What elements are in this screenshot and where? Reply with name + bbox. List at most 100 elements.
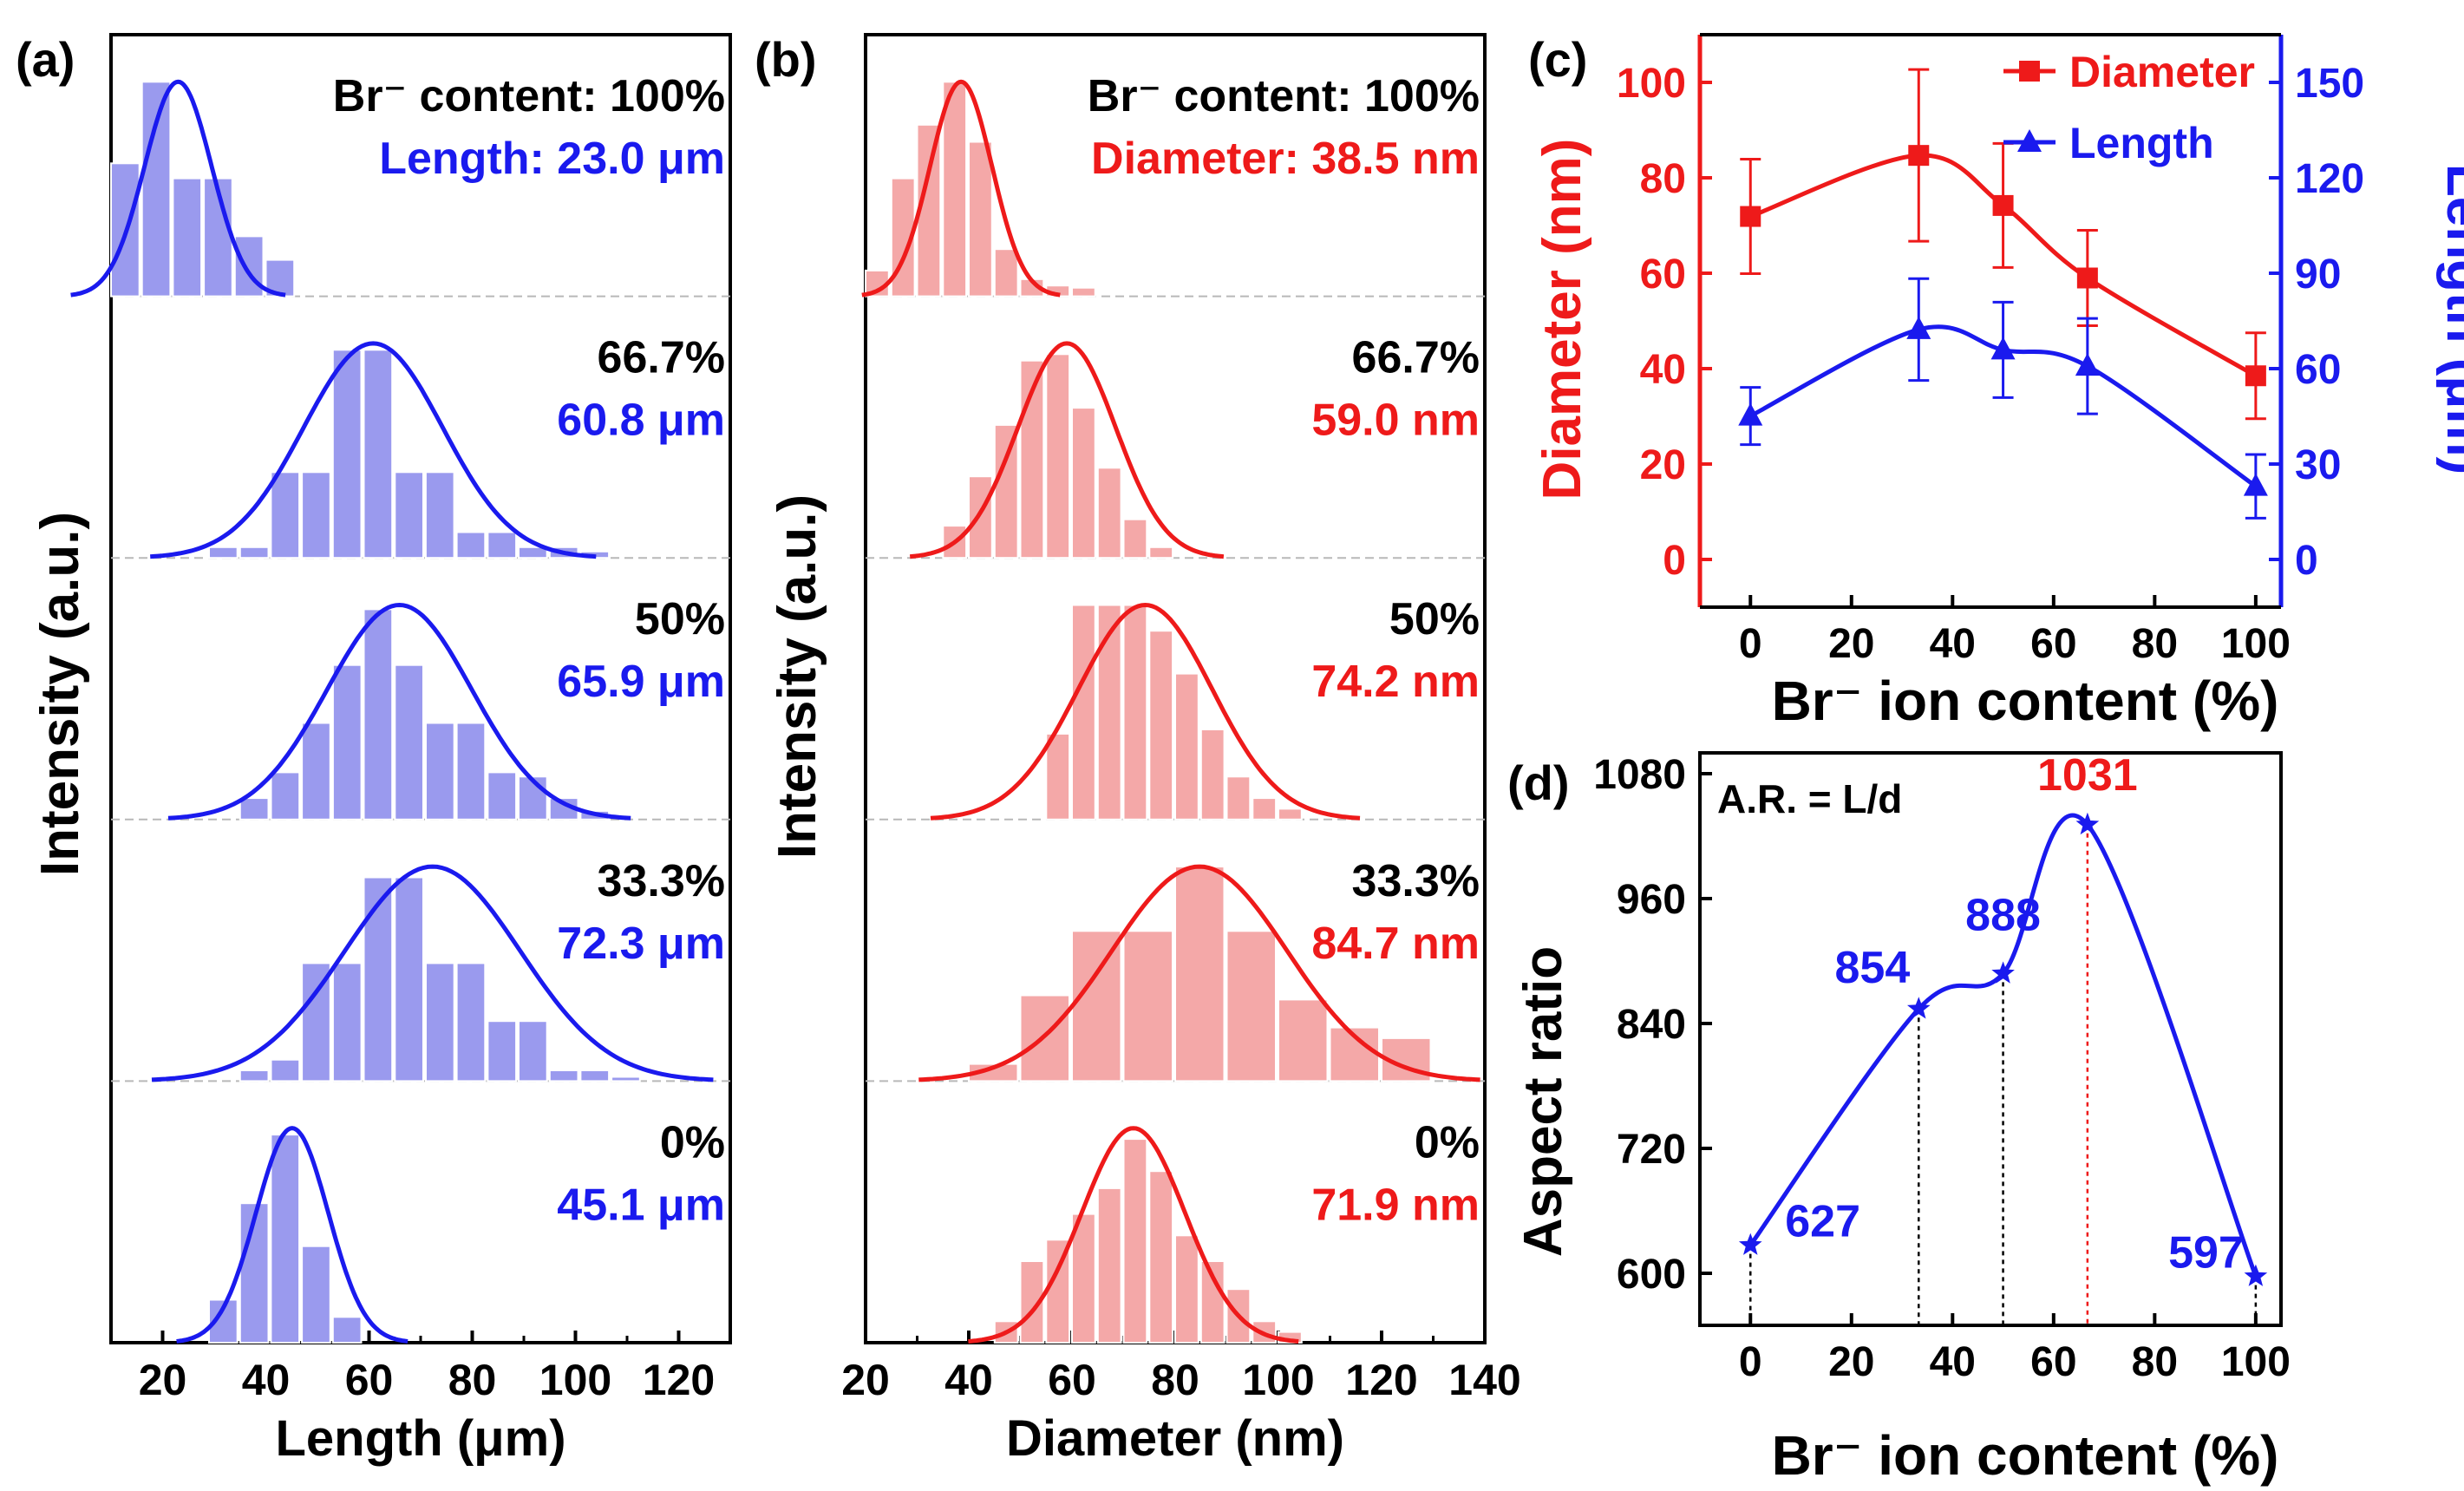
- panel-a-content-label: 66.7%: [598, 333, 725, 383]
- panel-a-histogram-bar: [270, 1134, 301, 1344]
- panel-a-histogram-bar: [331, 349, 363, 559]
- panel-a-histogram-bar: [239, 1069, 270, 1082]
- panel-d-point-label: 627: [1785, 1197, 1860, 1247]
- panel-b-value-label: 71.9 nm: [1311, 1180, 1480, 1230]
- panel-b-x-tick-label: 100: [1242, 1356, 1314, 1404]
- panel-d-annotation: A.R. = L/d: [1717, 776, 1902, 821]
- panel-a-x-tick-label: 100: [539, 1356, 611, 1404]
- panel-a-histogram-bar: [363, 608, 394, 821]
- panel-d-x-tick-label: 0: [1739, 1339, 1762, 1385]
- panel-b-content-label: 0%: [1415, 1117, 1480, 1167]
- panel-a-histogram-bar: [331, 1316, 363, 1344]
- panel-d-star-marker: [2075, 812, 2100, 835]
- panel-a-histogram-bar: [455, 531, 487, 559]
- panel-a-x-tick-label: 20: [139, 1356, 187, 1404]
- panel-a-histogram-bar: [301, 1245, 331, 1344]
- panel-d-point-label: 1031: [2037, 750, 2138, 801]
- panel-b-content-label: 33.3%: [1352, 856, 1480, 906]
- panel-d-x-tick-label: 40: [1930, 1339, 1976, 1385]
- panel-c-diameter-marker: [1740, 206, 1761, 227]
- panel-b-histogram-bar: [1199, 728, 1225, 821]
- panel-b-histogram-bar: [1045, 732, 1071, 821]
- panel-b-histogram-bar: [1174, 672, 1199, 821]
- panel-label-c: (c): [1528, 32, 1587, 87]
- panel-a-content-label: Br⁻ content: 100%: [333, 71, 725, 121]
- panel-c-diameter-marker: [2076, 267, 2098, 289]
- panel-a-histogram-bar: [331, 664, 363, 821]
- panel-c-legend-marker: [2017, 129, 2042, 152]
- panel-c-xlabel: Br⁻ ion content (%): [1772, 670, 2279, 732]
- panel-b-histogram-bar: [942, 81, 968, 298]
- panel-a-x-tick-label: 120: [643, 1356, 715, 1404]
- panel-b-value-label: 84.7 nm: [1311, 919, 1480, 969]
- panel-a-content-label: 50%: [635, 594, 725, 644]
- panel-a-ylabel: Intensity (a.u.): [30, 512, 90, 876]
- panel-c-dual-axis-plot: Diameter (nm) Length (μm) Br⁻ ion conten…: [1533, 33, 2464, 732]
- panel-b-histogram-bar: [1045, 353, 1071, 559]
- panel-a-value-label: 60.8 μm: [557, 396, 725, 446]
- panel-b-histogram-bar: [1148, 546, 1174, 559]
- panel-c-left-tick-label: 0: [1663, 538, 1686, 584]
- panel-b-histogram-bar: [1071, 930, 1122, 1082]
- panel-b-x-tick-label: 140: [1448, 1356, 1520, 1404]
- panel-c-x-tick-label: 20: [1828, 621, 1874, 667]
- panel-b-x-tick-label: 40: [944, 1356, 993, 1404]
- panel-d-y-tick-label: 600: [1617, 1252, 1686, 1298]
- panel-b-histogram-bar: [1225, 775, 1252, 821]
- panel-c-diameter-marker: [2245, 365, 2266, 387]
- panel-a-xlabel: Length (μm): [275, 1410, 565, 1467]
- panel-c-diameter-marker: [1908, 145, 1930, 167]
- panel-c-diameter-marker: [1992, 194, 2014, 216]
- panel-b-histogram-bar: [1174, 866, 1225, 1082]
- panel-a-content-label: 33.3%: [598, 856, 725, 906]
- panel-a-histograms: Intensity (a.u.) Length (μm) 20 40 60 80 100…: [30, 33, 732, 1467]
- panel-c-length-marker: [1906, 316, 1931, 339]
- panel-d-star-marker: [2244, 1264, 2268, 1286]
- panel-b-histogram-bar: [1071, 286, 1096, 298]
- panel-c-legend-marker: [2019, 61, 2040, 82]
- panel-a-histogram-bar: [172, 177, 203, 298]
- panel-a-histogram-bar: [301, 471, 331, 559]
- panel-c-left-tick-label: 80: [1640, 156, 1686, 202]
- panel-c-length-marker: [2243, 473, 2268, 496]
- panel-a-gaussian-fit-curve: [167, 602, 631, 821]
- panel-b-value-label: Diameter: 38.5 nm: [1091, 134, 1480, 184]
- panel-c-x-tick-label: 100: [2221, 621, 2291, 667]
- panel-d-x-tick-label: 100: [2221, 1339, 2291, 1385]
- panel-c-left-tick-label: 20: [1640, 442, 1686, 488]
- panel-d-y-tick-label: 720: [1617, 1127, 1686, 1173]
- panel-a-histogram-bar: [301, 722, 331, 821]
- panel-b-histogram-bar: [1278, 998, 1329, 1082]
- panel-b-histogram-bar: [1329, 1026, 1380, 1082]
- panel-b-histogram-bar: [1174, 1234, 1199, 1344]
- panel-c-right-tick-label: 120: [2295, 156, 2364, 202]
- panel-d-aspect-ratio-line: [1748, 813, 2258, 1278]
- panel-b-gaussian-fit-curve: [918, 864, 1480, 1082]
- panel-b-histogram-bar: [1096, 467, 1122, 559]
- panel-b-histogram-bar: [1096, 1187, 1122, 1344]
- panel-b-x-tick-label: 120: [1345, 1356, 1417, 1404]
- panel-d-plot-frame: [1698, 751, 2283, 1327]
- panel-a-histogram-bar: [394, 664, 424, 821]
- panel-a-histogram-bar: [424, 471, 455, 559]
- panel-a-histogram-bar: [487, 1020, 518, 1082]
- panel-b-histogram-bar: [1225, 930, 1277, 1082]
- panel-a-x-tick-label: 60: [345, 1356, 394, 1404]
- panel-b-histogram-bar: [1122, 518, 1148, 559]
- panel-a-histogram-bar: [394, 876, 424, 1082]
- panel-b-value-label: 59.0 nm: [1311, 396, 1480, 446]
- panel-b-content-label: 66.7%: [1352, 333, 1480, 383]
- panel-c-ylabel-right: Length (μm): [2435, 164, 2464, 474]
- panel-b-ylabel: Intensity (a.u.): [768, 494, 827, 859]
- panel-c-x-tick-label: 60: [2030, 621, 2076, 667]
- panel-b-histogram-bar: [1096, 604, 1122, 821]
- panel-a-histogram-bar: [394, 471, 424, 559]
- panel-d-star-marker: [1991, 961, 2015, 984]
- panel-c-right-tick-label: 150: [2295, 61, 2364, 107]
- panel-a-value-label: 45.1 μm: [557, 1180, 725, 1230]
- panel-b-gaussian-fit-curve: [930, 602, 1361, 821]
- panel-a-histogram-bar: [141, 81, 172, 298]
- panel-c-right-tick-label: 60: [2295, 347, 2341, 393]
- panel-b-content-label: 50%: [1389, 594, 1480, 644]
